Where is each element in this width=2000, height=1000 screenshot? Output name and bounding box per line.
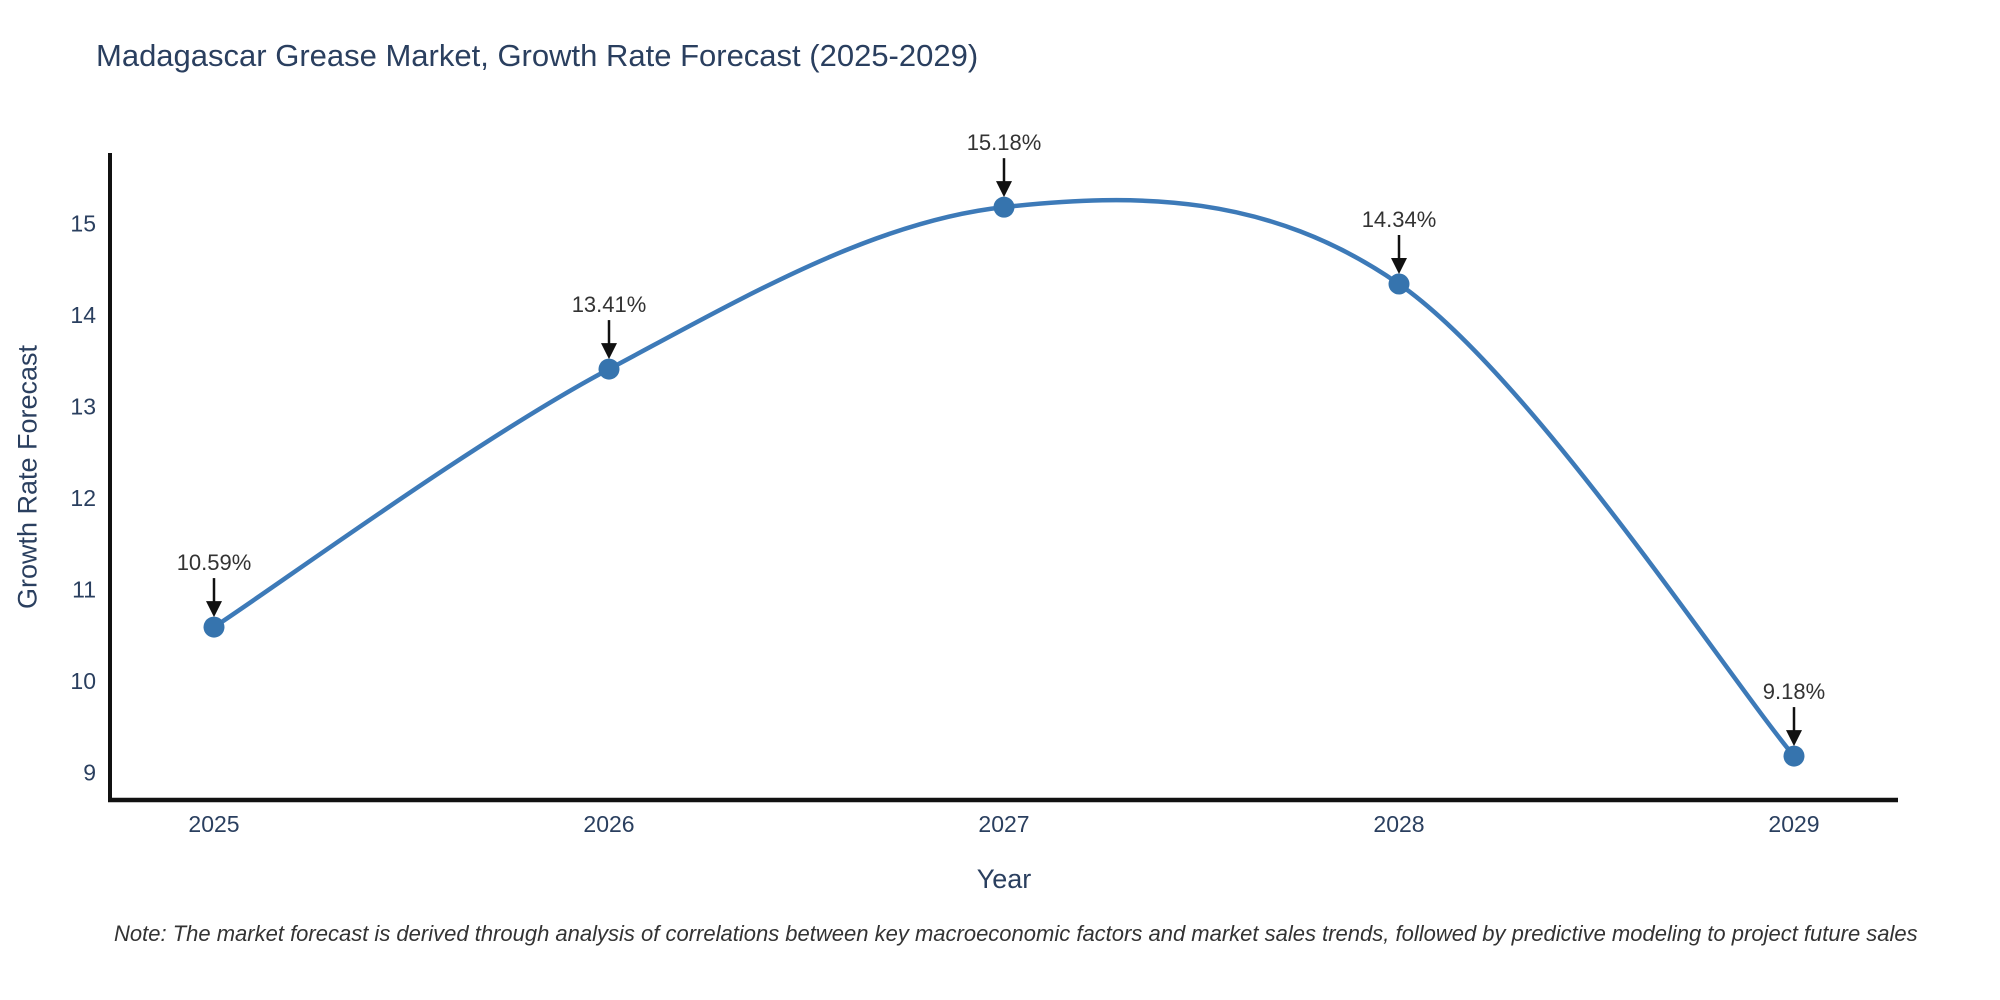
- point-annotation: 13.41%: [572, 292, 647, 317]
- chart-title: Madagascar Grease Market, Growth Rate Fo…: [96, 38, 979, 73]
- annotation-arrowhead: [1786, 730, 1802, 747]
- x-tick-label: 2027: [978, 811, 1029, 837]
- data-point-marker: [1783, 745, 1805, 767]
- y-tick-label: 14: [70, 302, 96, 328]
- x-tick-label: 2029: [1768, 811, 1819, 837]
- trend-line: [211, 197, 1797, 759]
- y-tick-label: 12: [70, 485, 96, 511]
- point-annotation: 15.18%: [967, 130, 1042, 155]
- annotation-arrowhead: [1391, 258, 1407, 274]
- y-tick-label: 13: [70, 394, 96, 420]
- data-point-marker: [598, 358, 620, 380]
- point-annotation: 10.59%: [177, 550, 252, 575]
- y-tick-label: 10: [70, 668, 96, 694]
- y-tick-label: 15: [70, 211, 96, 237]
- data-point-marker: [1388, 273, 1410, 295]
- x-tick-label: 2025: [188, 811, 239, 837]
- data-point-marker: [203, 616, 225, 638]
- x-axis-title: Year: [976, 864, 1032, 894]
- point-annotation: 9.18%: [1763, 679, 1825, 704]
- annotation-arrowhead: [996, 181, 1012, 198]
- x-tick-label: 2026: [583, 811, 634, 837]
- y-tick-label: 9: [83, 760, 96, 786]
- y-tick-label: 11: [72, 577, 96, 603]
- footnote: Note: The market forecast is derived thr…: [114, 921, 1918, 946]
- y-axis-title: Growth Rate Forecast: [12, 344, 43, 610]
- annotation-arrowhead: [601, 343, 617, 360]
- annotation-arrowhead: [206, 601, 222, 618]
- data-point-marker: [993, 196, 1015, 218]
- point-annotation: 14.34%: [1362, 207, 1437, 232]
- x-tick-label: 2028: [1373, 811, 1424, 837]
